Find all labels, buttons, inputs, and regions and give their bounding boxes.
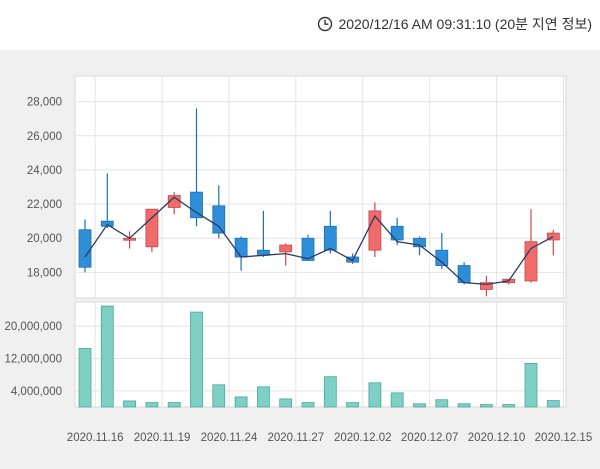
- volume-tick-label: 12,000,000: [4, 354, 62, 366]
- volume-bar: [190, 311, 203, 408]
- candle-body: [212, 205, 226, 234]
- x-axis-date-label: 2020.11.27: [267, 432, 324, 444]
- volume-chart-plot: [74, 301, 567, 408]
- timestamp-display: 2020/12/16 AM 09:31:10 (20분 지연 정보): [317, 14, 592, 34]
- volume-bar: [145, 402, 159, 408]
- stock-chart: 18,000 20,000 22,000 24,000 26,000 28,000 4,0…: [4, 75, 593, 444]
- price-tick-label: 22,000: [27, 199, 62, 211]
- volume-tick-label: 4,000,000: [11, 386, 62, 398]
- volume-bar: [100, 305, 114, 408]
- x-axis-date-label: 2020.11.16: [67, 432, 124, 444]
- volume-bar: [212, 384, 226, 408]
- price-tick-label: 24,000: [27, 165, 62, 177]
- candle-body: [323, 225, 337, 251]
- volume-bar: [346, 402, 360, 408]
- candle-body: [479, 282, 493, 290]
- volume-bar: [502, 404, 516, 408]
- candle-body: [279, 244, 293, 253]
- volume-bar: [123, 400, 136, 408]
- candle-body: [190, 191, 203, 219]
- x-axis-date-label: 2020.11.19: [134, 432, 191, 444]
- price-chart-plot: [74, 75, 567, 299]
- candle-body: [390, 225, 404, 241]
- volume-bar: [413, 403, 426, 408]
- x-axis-date-label: 2020.12.02: [334, 432, 392, 444]
- price-tick-label: 28,000: [27, 97, 62, 109]
- candle-body: [78, 229, 92, 268]
- volume-bar: [279, 398, 293, 408]
- timestamp-text: 2020/12/16 AM 09:31:10 (20분 지연 정보): [338, 16, 592, 32]
- volume-bar: [167, 402, 181, 408]
- candle-body: [234, 237, 248, 258]
- volume-bar: [390, 392, 404, 408]
- x-axis-date-label: 2020.12.10: [468, 432, 526, 444]
- volume-bar: [479, 404, 493, 408]
- volume-bar: [368, 382, 382, 408]
- x-axis-date-label: 2020.12.15: [535, 432, 593, 444]
- candle-body: [457, 265, 471, 284]
- x-axis-date-label: 2020.12.07: [401, 432, 459, 444]
- volume-bar: [256, 386, 270, 408]
- volume-bar: [546, 400, 560, 408]
- volume-bar: [524, 362, 538, 408]
- candle-body: [413, 237, 426, 248]
- volume-bar: [301, 402, 315, 408]
- volume-tick-label: 20,000,000: [4, 321, 62, 333]
- candle-body: [524, 241, 538, 282]
- price-tick-label: 18,000: [27, 267, 62, 279]
- moving-average-line: [84, 196, 554, 285]
- volume-bar: [78, 348, 92, 408]
- candle-body: [435, 249, 449, 266]
- volume-bar: [435, 399, 449, 408]
- candle-body: [301, 237, 315, 261]
- header-bar: 2020/12/16 AM 09:31:10 (20분 지연 정보): [0, 0, 600, 50]
- x-axis-date-label: 2020.11.24: [201, 432, 258, 444]
- candle-body: [100, 220, 114, 227]
- price-tick-label: 26,000: [27, 131, 62, 143]
- volume-bar: [234, 396, 248, 408]
- candle-body: [145, 208, 159, 248]
- volume-bar: [457, 403, 471, 408]
- clock-icon: [317, 16, 333, 32]
- price-tick-label: 20,000: [27, 233, 62, 245]
- volume-bar: [323, 376, 337, 408]
